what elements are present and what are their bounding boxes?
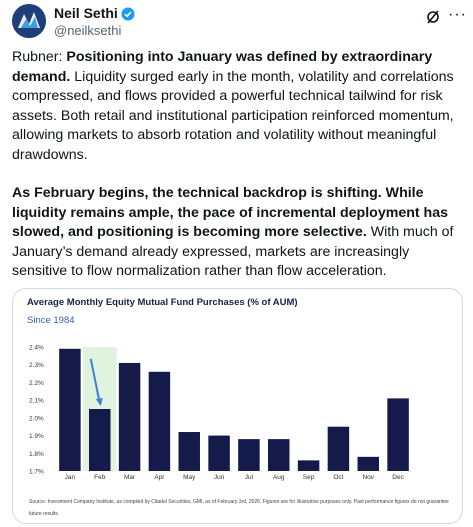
chart-source: Source: Investment Company Institute, as… <box>29 499 449 517</box>
x-tick-label: Apr <box>154 474 165 481</box>
y-tick-label: 1.8% <box>29 451 44 458</box>
p1-lead: Rubner: <box>12 49 67 65</box>
x-tick-label: Sep <box>303 474 315 481</box>
y-tick-label: 2.0% <box>29 415 44 422</box>
verified-badge-icon <box>121 7 135 21</box>
bar-may <box>178 432 200 471</box>
x-tick-label: Dec <box>392 474 404 481</box>
bar-mar <box>118 362 141 471</box>
paragraph-1: Rubner: Positioning into January was def… <box>12 48 464 165</box>
more-icon[interactable]: ··· <box>448 6 467 23</box>
bar-sep <box>297 460 320 471</box>
x-tick-label: May <box>183 474 196 481</box>
bar-jan <box>59 348 81 471</box>
y-tick-label: 2.1% <box>29 398 44 405</box>
bar-jun <box>208 435 230 471</box>
bar-jul <box>238 439 260 471</box>
x-tick-label: Oct <box>333 474 343 481</box>
y-tick-label: 2.3% <box>29 362 44 369</box>
bar-feb <box>89 409 111 471</box>
x-tick-label: Feb <box>94 474 106 481</box>
chart-subtitle: Since 1984 <box>27 315 75 326</box>
avatar[interactable] <box>12 4 46 38</box>
bar-aug <box>268 439 290 471</box>
trend-arrow <box>89 358 101 404</box>
bar-nov <box>357 456 379 471</box>
x-tick-label: Nov <box>362 474 374 481</box>
chart-title: Average Monthly Equity Mutual Fund Purch… <box>27 297 298 308</box>
p2-bold: As February begins, the technical backdr… <box>12 185 448 240</box>
x-tick-label: Jan <box>65 474 76 481</box>
paragraph-2: As February begins, the technical backdr… <box>12 184 464 282</box>
x-tick-label: Mar <box>124 474 136 481</box>
y-tick-label: 2.4% <box>29 345 44 352</box>
arrow-head-icon <box>95 398 103 406</box>
bar-chart: 1.7% 1.8% 1.9% 2.0% 2.1% 2.2% 2.3% 2.4% Jan Feb Ma… <box>29 345 409 481</box>
p1-bold: Positioning into January was defined by … <box>12 49 433 85</box>
post-text: Rubner: Positioning into January was def… <box>12 48 464 301</box>
author-handle[interactable]: @neilksethi <box>54 23 122 38</box>
y-tick-label: 2.2% <box>29 380 44 387</box>
p1-rest: Liquidity surged early in the month, vol… <box>12 68 454 163</box>
y-tick-label: 1.7% <box>29 469 44 476</box>
x-tick-label: Jul <box>245 474 254 481</box>
p2-rest: With much of January’s demand already ex… <box>12 224 454 279</box>
grok-icon[interactable] <box>425 9 441 25</box>
x-tick-label: Aug <box>273 474 285 481</box>
bar-apr <box>148 371 171 471</box>
author-name[interactable]: Neil Sethi <box>54 5 118 21</box>
bar-oct <box>327 426 350 471</box>
y-tick-label: 1.9% <box>29 433 44 440</box>
chart-card[interactable]: Average Monthly Equity Mutual Fund Purch… <box>12 288 463 524</box>
post-header: Neil Sethi @neilksethi ··· <box>12 4 466 42</box>
bar-dec <box>387 398 409 471</box>
x-tick-label: Jun <box>214 474 225 481</box>
